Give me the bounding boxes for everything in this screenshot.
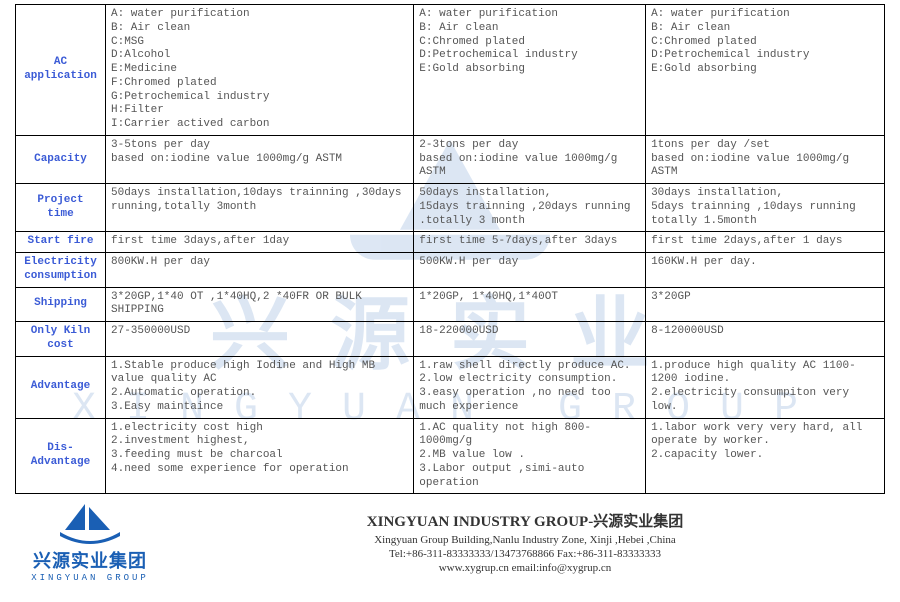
table-row: AC application A: water purification B: … [16, 5, 885, 136]
cell: first time 2days,after 1 days [646, 232, 885, 253]
cell: 800KW.H per day [106, 253, 414, 288]
company-title: XINGYUAN INDUSTRY GROUP-兴源实业集团 [165, 510, 885, 531]
spec-table: AC application A: water purification B: … [15, 4, 885, 494]
cell: first time 3days,after 1day [106, 232, 414, 253]
company-web: www.xygrup.cn email:info@xygrup.cn [165, 561, 885, 575]
cell: 1.raw shell directly produce AC. 2.low e… [414, 356, 646, 418]
row-label-advantage: Advantage [16, 356, 106, 418]
company-info: XINGYUAN INDUSTRY GROUP-兴源实业集团 Xingyuan … [165, 510, 885, 576]
table-row: Start fire first time 3days,after 1day f… [16, 232, 885, 253]
row-label-start-fire: Start fire [16, 232, 106, 253]
company-logo: 兴源实业集团 XINGYUAN GROUP [15, 502, 165, 583]
cell: 1.produce high quality AC 1100-1200 iodi… [646, 356, 885, 418]
cell: 30days installation, 5days trainning ,10… [646, 184, 885, 232]
row-label-capacity: Capacity [16, 135, 106, 183]
cell: 27-350000USD [106, 322, 414, 357]
cell: 3*20GP [646, 287, 885, 322]
table-row: Shipping 3*20GP,1*40 OT ,1*40HQ,2 *40FR … [16, 287, 885, 322]
company-tel: Tel:+86-311-83333333/13473768866 Fax:+86… [165, 547, 885, 561]
cell: A: water purification B: Air clean C:Chr… [414, 5, 646, 136]
sailboat-icon [55, 502, 125, 547]
row-label-shipping: Shipping [16, 287, 106, 322]
row-label-kiln-cost: Only Kiln cost [16, 322, 106, 357]
table-row: Project time 50days installation,10days … [16, 184, 885, 232]
table-row: Electricity consumption 800KW.H per day … [16, 253, 885, 288]
cell: A: water purification B: Air clean C:MSG… [106, 5, 414, 136]
cell: 160KW.H per day. [646, 253, 885, 288]
row-label-disadvantage: Dis-Advantage [16, 418, 106, 494]
cell: 1*20GP, 1*40HQ,1*40OT [414, 287, 646, 322]
cell: 8-120000USD [646, 322, 885, 357]
cell: 1.electricity cost high 2.investment hig… [106, 418, 414, 494]
row-label-application: AC application [16, 5, 106, 136]
cell: 50days installation,10days trainning ,30… [106, 184, 414, 232]
cell: 50days installation, 15days trainning ,2… [414, 184, 646, 232]
table-row: Advantage 1.Stable produce high Iodine a… [16, 356, 885, 418]
cell: 3-5tons per day based on:iodine value 10… [106, 135, 414, 183]
cell: 1.Stable produce high Iodine and High MB… [106, 356, 414, 418]
row-label-electricity: Electricity consumption [16, 253, 106, 288]
table-row: Dis-Advantage 1.electricity cost high 2.… [16, 418, 885, 494]
logo-text-en: XINGYUAN GROUP [15, 573, 165, 583]
cell: 1.labor work very very hard, all operate… [646, 418, 885, 494]
company-address: Xingyuan Group Building,Nanlu Industry Z… [165, 533, 885, 547]
table-row: Capacity 3-5tons per day based on:iodine… [16, 135, 885, 183]
logo-text-cn: 兴源实业集团 [15, 547, 165, 573]
cell: 3*20GP,1*40 OT ,1*40HQ,2 *40FR OR BULK S… [106, 287, 414, 322]
cell: 500KW.H per day [414, 253, 646, 288]
cell: first time 5-7days,after 3days [414, 232, 646, 253]
table-row: Only Kiln cost 27-350000USD 18-220000USD… [16, 322, 885, 357]
cell: 2-3tons per day based on:iodine value 10… [414, 135, 646, 183]
cell: 1tons per day /set based on:iodine value… [646, 135, 885, 183]
cell: 18-220000USD [414, 322, 646, 357]
cell: A: water purification B: Air clean C:Chr… [646, 5, 885, 136]
cell: 1.AC quality not high 800-1000mg/g 2.MB … [414, 418, 646, 494]
row-label-project-time: Project time [16, 184, 106, 232]
footer: 兴源实业集团 XINGYUAN GROUP XINGYUAN INDUSTRY … [15, 502, 885, 583]
